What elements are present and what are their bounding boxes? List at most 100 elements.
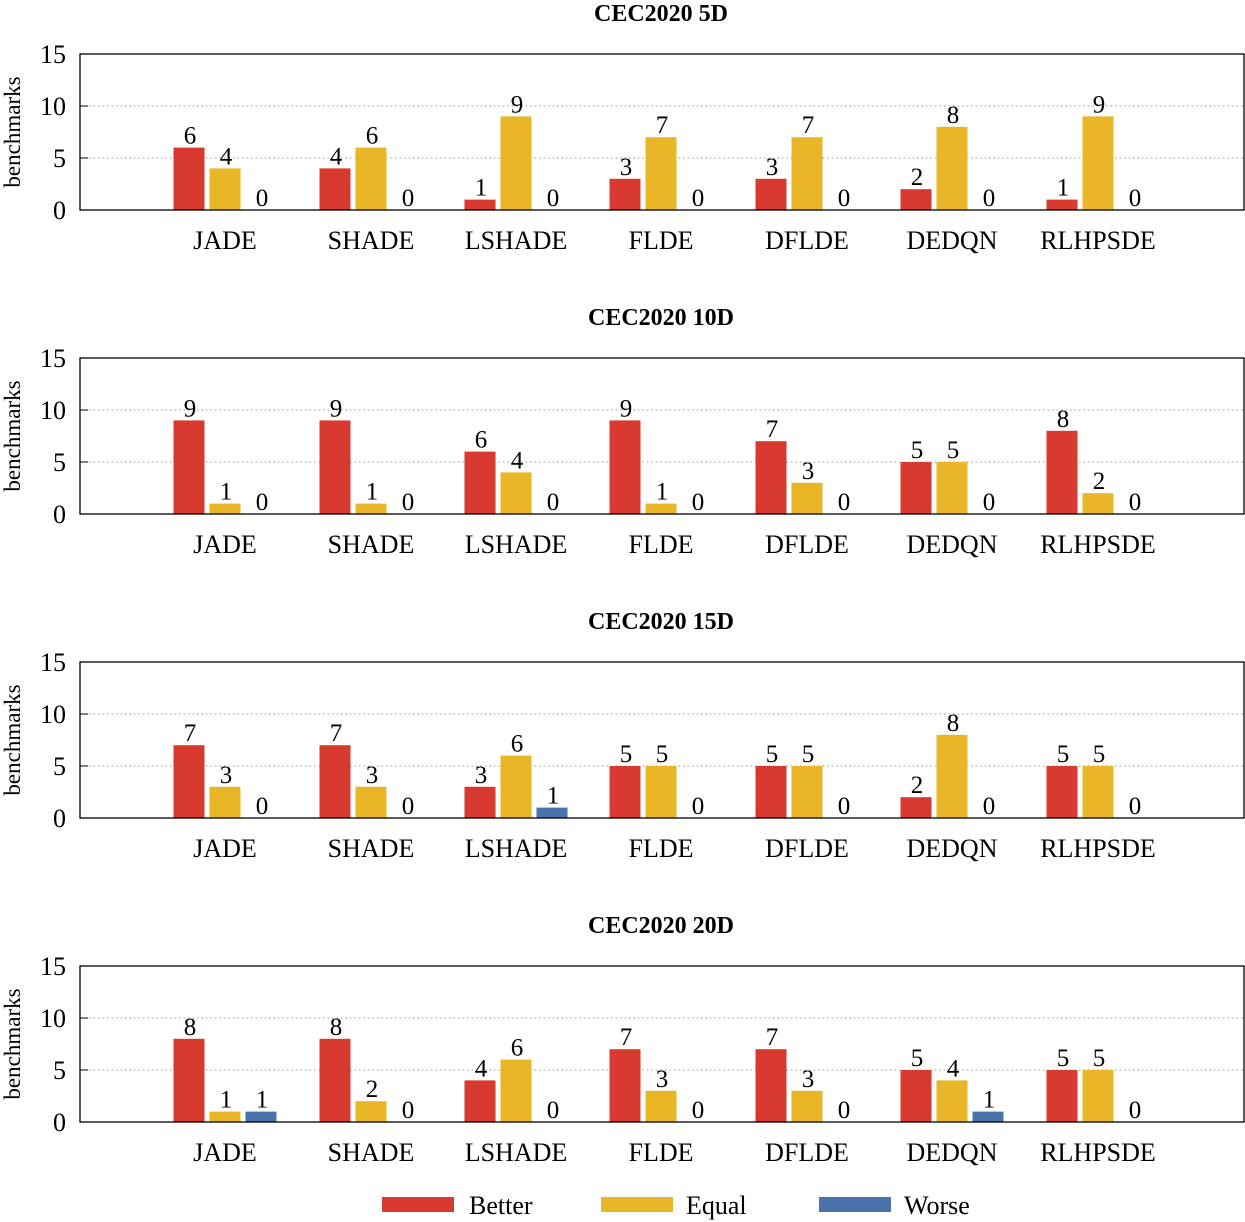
y-tick-label: 15 — [40, 40, 66, 69]
x-category-label: LSHADE — [465, 226, 568, 255]
x-category-label: JADE — [193, 1138, 257, 1167]
data-label: 0 — [838, 793, 851, 820]
data-label: 0 — [692, 185, 705, 212]
data-label: 7 — [330, 720, 343, 747]
data-label: 6 — [511, 731, 524, 758]
bar — [755, 441, 787, 514]
data-label: 7 — [766, 416, 779, 443]
data-label: 6 — [184, 123, 197, 150]
data-label: 3 — [656, 1066, 669, 1093]
data-label: 2 — [366, 1076, 379, 1103]
data-label: 0 — [1129, 489, 1142, 516]
data-label: 3 — [802, 458, 815, 485]
bar — [355, 503, 387, 514]
bar — [609, 1049, 641, 1122]
x-category-label: FLDE — [629, 226, 694, 255]
data-label: 7 — [802, 112, 815, 139]
data-label: 7 — [656, 112, 669, 139]
legend-swatch — [601, 1197, 673, 1212]
data-label: 5 — [1057, 1045, 1070, 1072]
y-tick-label: 15 — [40, 344, 66, 373]
chart-title: CEC2020 5D — [594, 1, 728, 27]
data-label: 4 — [220, 143, 233, 170]
data-label: 5 — [911, 1045, 924, 1072]
bar — [609, 420, 641, 514]
bar — [536, 807, 568, 818]
bar — [609, 178, 641, 210]
bar — [791, 766, 823, 818]
y-tick-label: 10 — [40, 1004, 66, 1033]
data-label: 6 — [475, 427, 488, 454]
x-category-label: DFLDE — [765, 1138, 849, 1167]
data-label: 0 — [402, 185, 415, 212]
bar — [1046, 1070, 1078, 1122]
legend-label: Better — [469, 1191, 533, 1220]
bar — [645, 503, 677, 514]
bar — [755, 766, 787, 818]
data-label: 1 — [256, 1087, 269, 1114]
data-label: 7 — [620, 1024, 633, 1051]
data-label: 0 — [547, 489, 560, 516]
bar — [500, 472, 532, 514]
data-label: 0 — [402, 793, 415, 820]
bar — [1046, 766, 1078, 818]
data-label: 1 — [983, 1087, 996, 1114]
y-axis-label: benchmarks — [0, 76, 25, 187]
data-label: 0 — [402, 489, 415, 516]
y-tick-label: 5 — [53, 1056, 66, 1085]
bar — [209, 1111, 241, 1122]
bar — [936, 462, 968, 514]
x-category-label: LSHADE — [465, 530, 568, 559]
data-label: 8 — [184, 1014, 197, 1041]
bar — [609, 766, 641, 818]
x-category-label: RLHPSDE — [1040, 1138, 1156, 1167]
bar — [319, 745, 351, 818]
data-label: 0 — [547, 185, 560, 212]
x-category-label: SHADE — [328, 834, 415, 863]
bar — [173, 420, 205, 514]
data-label: 0 — [256, 489, 269, 516]
bar — [1046, 430, 1078, 514]
data-label: 5 — [656, 741, 669, 768]
data-label: 1 — [366, 479, 379, 506]
bar — [645, 766, 677, 818]
bar — [500, 1059, 532, 1122]
data-label: 2 — [1093, 468, 1106, 495]
data-label: 0 — [1129, 1097, 1142, 1124]
x-category-label: SHADE — [328, 1138, 415, 1167]
data-label: 5 — [620, 741, 633, 768]
plot-frame — [79, 965, 1245, 1123]
bar — [1082, 493, 1114, 514]
data-label: 5 — [802, 741, 815, 768]
data-label: 0 — [1129, 185, 1142, 212]
x-category-label: JADE — [193, 530, 257, 559]
data-label: 9 — [1093, 91, 1106, 118]
bar — [645, 137, 677, 210]
x-category-label: JADE — [193, 226, 257, 255]
data-label: 8 — [947, 710, 960, 737]
bar — [791, 1090, 823, 1122]
data-label: 7 — [184, 720, 197, 747]
plot-frame — [79, 661, 1245, 819]
legend-label: Equal — [686, 1191, 747, 1220]
x-category-label: SHADE — [328, 530, 415, 559]
y-tick-label: 15 — [40, 952, 66, 981]
x-category-label: DFLDE — [765, 530, 849, 559]
bar — [245, 1111, 277, 1122]
data-label: 1 — [1057, 175, 1070, 202]
data-label: 5 — [1093, 1045, 1106, 1072]
bar — [319, 168, 351, 210]
bar — [464, 199, 496, 210]
y-tick-label: 10 — [40, 700, 66, 729]
data-label: 0 — [402, 1097, 415, 1124]
data-label: 0 — [983, 489, 996, 516]
bar — [645, 1090, 677, 1122]
bar — [936, 126, 968, 210]
bar — [173, 147, 205, 210]
y-tick-label: 0 — [53, 804, 66, 833]
bar — [319, 420, 351, 514]
bar — [464, 1080, 496, 1122]
data-label: 3 — [220, 762, 233, 789]
